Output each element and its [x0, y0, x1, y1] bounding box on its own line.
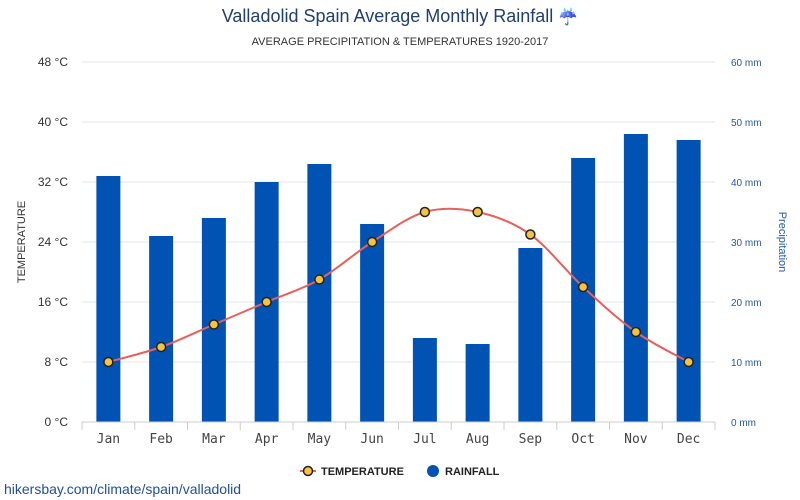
legend-temperature-marker: [302, 465, 314, 477]
x-tick-label: Sep: [519, 432, 543, 447]
temperature-point: [472, 206, 483, 218]
rainfall-bar: [676, 140, 701, 422]
rainfall-bar: [623, 134, 648, 422]
rainfall-bar: [96, 176, 121, 422]
y2-tick-label: 30 mm: [731, 238, 762, 249]
temperature-point: [366, 236, 378, 248]
rainfall-bar: [307, 164, 332, 422]
x-tick-label: Nov: [624, 432, 648, 447]
temperature-point: [419, 206, 431, 218]
temperature-point: [525, 229, 536, 240]
rainfall-bar: [360, 224, 385, 422]
umbrella-icon: ☔: [558, 9, 579, 26]
rainfall-bar: [518, 248, 543, 422]
temperature-line: [108, 207, 690, 363]
rainfall-bar: [465, 344, 490, 422]
x-tick-label: May: [308, 432, 332, 447]
y2-tick-label: 40 mm: [731, 178, 762, 189]
x-tick-label: Jul: [413, 432, 436, 447]
y2-tick-label: 50 mm: [731, 118, 762, 129]
y2-tick-label: 60 mm: [731, 58, 762, 69]
x-tick-label: Oct: [571, 432, 594, 447]
x-tick-label: Mar: [202, 432, 226, 447]
x-tick-label: Dec: [677, 432, 700, 447]
y-tick-label: 8 °C: [45, 355, 69, 369]
temperature-point: [630, 326, 642, 338]
temperature-point: [577, 281, 589, 293]
x-tick-label: Aug: [466, 432, 489, 447]
y-tick-label: 40 °C: [38, 115, 68, 129]
legend-temperature-label[interactable]: TEMPERATURE: [321, 466, 404, 478]
y-tick-label: 0 °C: [45, 415, 69, 429]
y2-tick-label: 20 mm: [731, 298, 762, 309]
y-tick-label: 24 °C: [38, 235, 68, 249]
x-tick-label: Apr: [255, 432, 279, 447]
rainfall-bars: [96, 134, 701, 422]
temperature-point: [261, 296, 272, 308]
x-tick-label: Jan: [97, 432, 120, 447]
source-link[interactable]: hikersbay.com/climate/spain/valladolid: [4, 481, 242, 497]
rainfall-bar: [149, 236, 174, 422]
rainfall-bar: [412, 338, 437, 422]
temperature-point: [683, 356, 694, 368]
y-tick-label: 16 °C: [38, 295, 68, 309]
y2-tick-label: 0 mm: [731, 418, 756, 429]
temperature-point: [314, 274, 325, 285]
legend: TEMPERATURE RAINFALL: [300, 465, 500, 478]
x-tick-label: Feb: [149, 432, 173, 447]
chart-title: Valladolid Spain Average Monthly Rainfal…: [0, 6, 800, 27]
y2-tick-label: 10 mm: [731, 358, 762, 369]
chart-subtitle: AVERAGE PRECIPITATION & TEMPERATURES 192…: [251, 36, 549, 48]
temperature-markers: [103, 206, 694, 368]
temperature-point: [103, 356, 114, 368]
temperature-line-layer: [108, 207, 690, 363]
y2-axis-title: Precipitation: [776, 212, 788, 273]
chart-title-text: Valladolid Spain Average Monthly Rainfal…: [221, 6, 554, 26]
y-axis-title: TEMPERATURE: [16, 201, 28, 283]
axes: 0 °C 8 °C 16 °C 24 °C 32 °C 40 °C 48 °C 0 mm 10 …: [16, 55, 788, 447]
y-tick-label: 48 °C: [38, 55, 68, 69]
grid-lines: [82, 61, 715, 363]
x-tick-label: Jun: [360, 432, 383, 447]
legend-rainfall-marker: [427, 465, 439, 477]
temperature-point: [155, 341, 167, 353]
legend-rainfall-label[interactable]: RAINFALL: [445, 466, 500, 478]
temperature-point: [208, 319, 220, 330]
y-tick-label: 32 °C: [38, 175, 68, 189]
